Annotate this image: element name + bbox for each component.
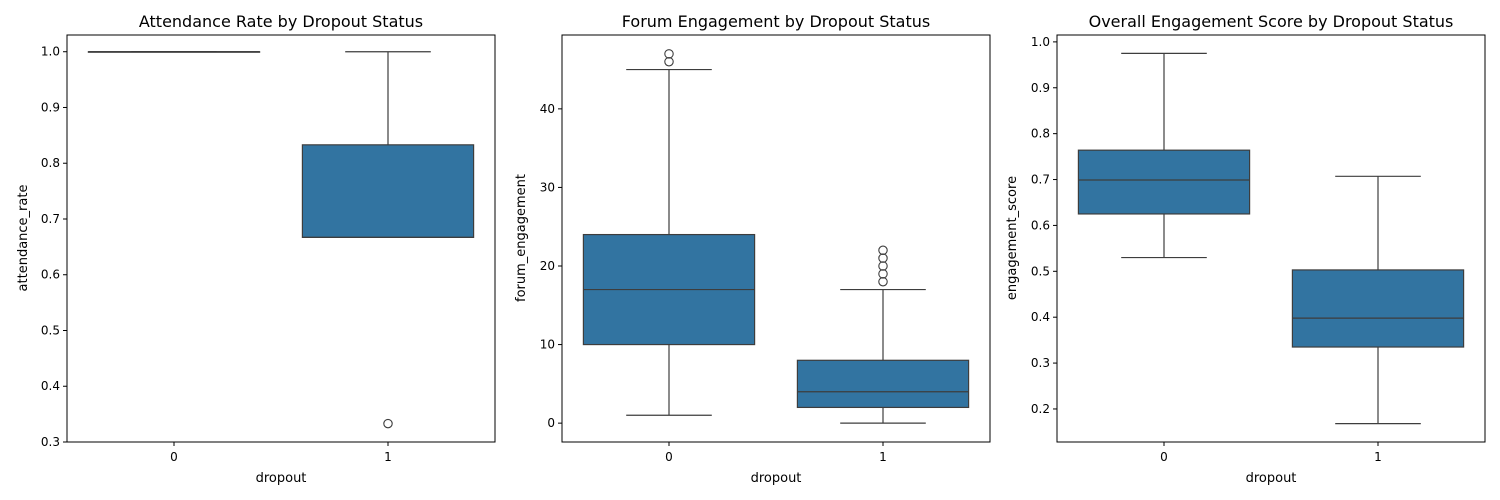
y-tick-label: 0.6	[1031, 218, 1050, 232]
plot-frame	[1056, 34, 1486, 443]
outlier-point	[383, 418, 393, 429]
y-tick-label: 40	[540, 102, 555, 116]
y-tick-label: 0.6	[41, 268, 60, 282]
box-iqr	[1077, 149, 1251, 215]
outlier-point	[878, 245, 888, 256]
x-tick-label: 1	[1374, 450, 1382, 464]
y-tick-label: 0.4	[1031, 310, 1050, 324]
chart-title: Overall Engagement Score by Dropout Stat…	[1089, 12, 1454, 31]
y-tick-label: 0.7	[41, 212, 60, 226]
x-tick-label: 1	[384, 450, 392, 464]
y-tick-label: 0.7	[1031, 173, 1050, 187]
y-tick-label: 1.0	[1031, 35, 1050, 49]
y-axis-label: attendance_rate	[16, 185, 31, 292]
x-axis-label: dropout	[256, 471, 307, 486]
y-tick-label: 0.9	[41, 100, 60, 114]
plot-frame	[561, 34, 991, 443]
y-axis-label: forum_engagement	[514, 174, 529, 302]
y-tick-label: 0.5	[1031, 264, 1050, 278]
y-tick-label: 0.8	[41, 156, 60, 170]
box-iqr	[796, 359, 970, 409]
x-tick-label: 0	[1160, 450, 1168, 464]
y-tick-label: 0.5	[41, 323, 60, 337]
y-tick-label: 30	[540, 180, 555, 194]
panel-engagement-score: Overall Engagement Score by Dropout Stat…	[1005, 12, 1453, 486]
y-tick-label: 0.3	[1031, 356, 1050, 370]
x-tick-label: 0	[665, 450, 673, 464]
x-tick-label: 0	[170, 450, 178, 464]
y-tick-label: 10	[540, 338, 555, 352]
panel-forum: Forum Engagement by Dropout Status dropo…	[514, 12, 930, 486]
x-tick-label: 1	[879, 450, 887, 464]
y-tick-label: 20	[540, 259, 555, 273]
chart-title: Attendance Rate by Dropout Status	[139, 12, 423, 31]
y-tick-label: 0	[547, 416, 555, 430]
plot-frame	[66, 34, 496, 443]
y-axis-label: engagement_score	[1005, 176, 1020, 300]
box-iqr	[301, 144, 475, 238]
outlier-point	[664, 49, 674, 59]
y-tick-label: 0.4	[41, 379, 60, 393]
x-axis-label: dropout	[751, 471, 802, 486]
y-tick-label: 1.0	[41, 45, 60, 59]
chart-title: Forum Engagement by Dropout Status	[622, 12, 930, 31]
y-tick-label: 0.8	[1031, 127, 1050, 141]
y-tick-label: 0.3	[41, 435, 60, 449]
panel-attendance: Attendance Rate by Dropout Status dropou…	[16, 12, 423, 486]
y-tick-label: 0.9	[1031, 81, 1050, 95]
y-tick-label: 0.2	[1031, 402, 1050, 416]
box-iqr	[1291, 269, 1465, 348]
x-axis-label: dropout	[1246, 471, 1297, 486]
